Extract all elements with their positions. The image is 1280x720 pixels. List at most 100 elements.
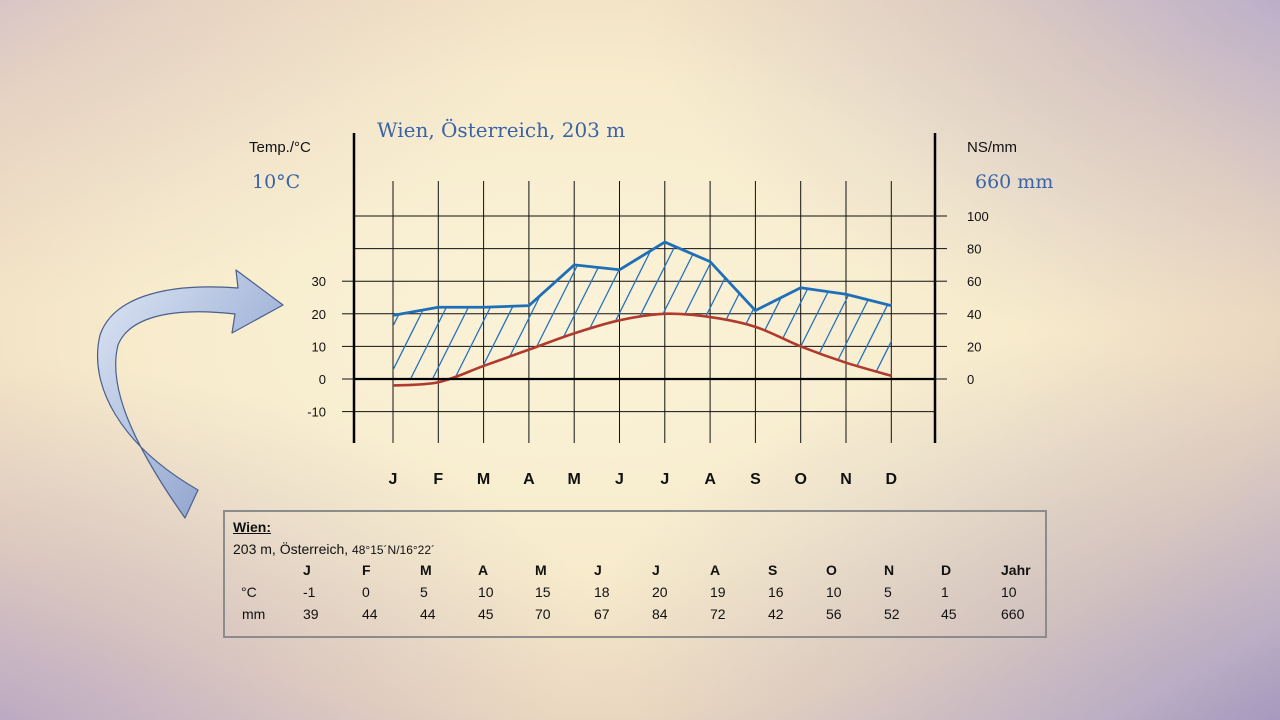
hatch-line [1004,220,1084,380]
hatch-line [563,242,645,381]
table-cell: 19 [710,584,726,600]
month-label: J [389,471,398,488]
table-cell: 52 [884,606,900,622]
table-cell: 10 [826,584,842,600]
hatch-line [585,242,667,381]
month-label: S [750,471,761,488]
table-header-cell: S [768,562,778,578]
hatch-line [1026,220,1106,380]
chart-title: Wien, Österreich, 203 m [377,117,625,142]
hatch-line [1180,220,1260,380]
annual-temperature: 10°C [252,171,300,193]
table-header-cell: A [478,562,489,578]
hatch-line [717,242,799,381]
precipitation-line [392,240,892,317]
hatch-line [453,242,535,381]
table-header-cell: O [826,562,837,578]
table-row-label: mm [242,606,266,622]
table-coordinates: 48°15´N/16°22´ [352,543,436,557]
right-tick-label: 80 [967,242,981,257]
table-cell: 84 [652,606,668,622]
table-header-cell: J [594,562,602,578]
left-tick-label: -10 [307,405,326,420]
table-cell: 10 [1001,584,1017,600]
right-tick-label: 40 [967,307,981,322]
temperature-line [392,312,892,387]
left-tick-label: 10 [312,339,326,354]
right-axis-label: NS/mm [967,139,1017,156]
grid [354,181,935,443]
table-title: Wien [233,519,267,535]
left-tick-label: 30 [312,274,326,289]
table-cell: 67 [594,606,610,622]
month-label: O [794,471,806,488]
month-label: A [704,471,716,488]
month-label: J [615,471,624,488]
table-header-cell: J [652,562,660,578]
month-label: M [568,471,581,488]
hatch-line [739,242,821,381]
right-tick-label: 0 [967,372,974,387]
hatch-line [673,242,755,381]
table-cell: 45 [941,606,957,622]
table-cell: 10 [478,584,494,600]
left-tick-label: 20 [312,307,326,322]
table-cell: 5 [884,584,892,600]
hatch-line [475,242,557,381]
table-cell: 5 [420,584,428,600]
climate-data-table: Wien: 203 m, Österreich, 48°15´N/16°22´ … [223,510,1047,638]
month-label: D [886,471,898,488]
table-cell: 39 [303,606,319,622]
hatch-line [1268,220,1280,380]
table-header-cell: D [941,562,952,578]
series [392,240,892,387]
month-label: J [660,471,669,488]
hatch-line [300,220,380,380]
table-cell: 72 [710,606,726,622]
table-cell: 16 [768,584,784,600]
table-row-label: °C [241,584,257,600]
right-tick-label: 20 [967,339,981,354]
hatch-line [541,242,623,381]
month-label: N [840,471,852,488]
table-cell: 42 [768,606,784,622]
table-cell: 45 [478,606,494,622]
month-label: A [523,471,535,488]
hatch-line [1158,220,1238,380]
hatch-line [849,242,892,381]
table-header-cell: Jahr [1001,562,1031,578]
table-cell: 56 [826,606,842,622]
hatch-line [1136,220,1216,380]
month-label: M [477,471,490,488]
hatch-line [393,242,447,381]
table-subtitle: 203 m, Österreich, [233,541,353,557]
table-header-cell: M [420,562,432,578]
table-cell: 44 [420,606,436,622]
hatch-line [1092,220,1172,380]
hatch-line [431,242,513,381]
hatch-line [393,242,425,381]
hatch-line [1114,220,1194,380]
table-cell: 18 [594,584,610,600]
hatch-line [871,242,892,381]
month-label: F [433,471,443,488]
curved-arrow-icon [96,269,284,519]
right-tick-label: 60 [967,274,981,289]
table-cell: 20 [652,584,668,600]
hatch-line [1070,220,1150,380]
table-header-cell: F [362,562,371,578]
right-tick-label: 100 [967,209,989,224]
hatch-line [982,220,1062,380]
table-cell: 15 [535,584,551,600]
table-header-cell: N [884,562,895,578]
hatch-line [393,242,403,381]
hatch-line [393,242,469,381]
table-cell: 1 [941,584,949,600]
hatch-line [1224,220,1280,380]
precipitation-hatch [300,220,1280,381]
table-header-cell: M [535,562,547,578]
hatch-lines [300,220,1280,381]
table-cell: -1 [303,584,316,600]
hatch-line [409,242,491,381]
